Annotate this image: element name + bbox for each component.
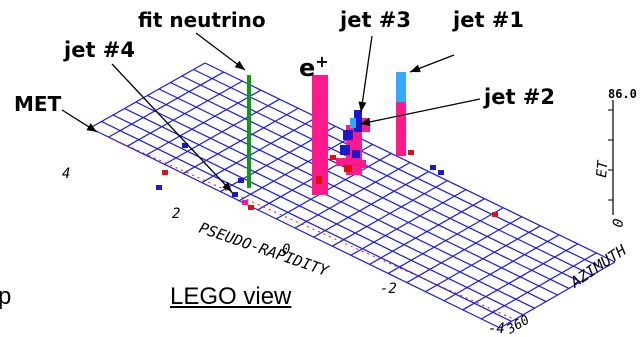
- hit-cell: [242, 200, 248, 205]
- eta-tick-0: 0: [282, 242, 290, 258]
- hit-cell: [162, 170, 168, 175]
- hit-cell: [408, 150, 414, 155]
- positron-base: e: [299, 54, 316, 82]
- cluster-cell: [336, 158, 346, 166]
- positron-sup: +: [315, 52, 329, 71]
- jet2-arrow-head: [360, 118, 371, 126]
- jet3-tower-top: [354, 110, 362, 132]
- positron-tower: [312, 75, 328, 195]
- azimuth-tick-0: 0: [610, 218, 627, 229]
- grid-line-azimuth: [124, 107, 535, 309]
- grid-line-azimuth: [112, 114, 524, 316]
- grid-line-azimuth: [158, 88, 570, 289]
- positron-label: e+: [299, 52, 329, 82]
- hit-cell: [182, 143, 188, 148]
- jet2-arrow: [359, 98, 481, 125]
- hit-cell: [232, 192, 238, 197]
- jet1-arrow-head: [410, 64, 421, 73]
- hit-cell: [492, 212, 498, 217]
- fit-neutrino-arrow-head: [234, 60, 245, 70]
- jet2-tower-had: [350, 118, 356, 128]
- lego-view-title: LEGO view: [170, 283, 292, 310]
- hit-cell: [238, 178, 244, 183]
- jet4-arrow-head: [222, 181, 232, 192]
- et-max-label: 86.0: [608, 87, 637, 101]
- eta-tick-4: 4: [62, 166, 70, 182]
- eta-tick-neg4: -4: [488, 321, 505, 337]
- fit-neutrino-label: fit neutrino: [138, 8, 266, 32]
- hit-cell: [430, 165, 436, 170]
- jet4-label: jet #4: [64, 38, 135, 62]
- annotation-arrows: [61, 32, 481, 193]
- left-text-fragment: p: [0, 283, 12, 310]
- energy-towers: [156, 72, 498, 217]
- hit-cell: [330, 155, 336, 160]
- grid-line-azimuth: [101, 120, 512, 322]
- met-label: MET: [14, 92, 62, 116]
- met-arrow-head: [86, 123, 97, 132]
- grid-line-azimuth: [204, 62, 616, 263]
- jet3-label: jet #3: [340, 8, 411, 32]
- grid-line-azimuth: [89, 127, 501, 329]
- cluster-cell: [343, 130, 353, 140]
- jet4-arrow: [111, 63, 233, 193]
- hit-cell: [438, 170, 444, 175]
- azimuth-tick-360: 360: [504, 313, 533, 337]
- jet1-tower-em: [396, 102, 406, 156]
- et-axis-label: ET: [594, 159, 612, 179]
- lego-grid: [89, 62, 616, 329]
- hit-cell: [248, 205, 254, 210]
- jet1-label: jet #1: [453, 8, 524, 32]
- jet3-arrow-head: [358, 101, 367, 112]
- cluster-cell: [340, 145, 350, 155]
- jet1-tower-had: [396, 72, 406, 102]
- eta-tick-neg2: -2: [380, 281, 397, 297]
- azimuth-axis-label: AZIMUTH: [566, 241, 630, 292]
- cluster-cell: [358, 160, 366, 168]
- positron-base-hit: [316, 176, 322, 184]
- hit-cell: [156, 185, 162, 190]
- grid-line-azimuth: [147, 94, 558, 296]
- grid-line-azimuth: [193, 68, 604, 270]
- eta-tick-2: 2: [172, 206, 180, 222]
- pseudo-rapidity-axis-label: PSEUDO-RAPIDITY: [197, 219, 332, 280]
- grid-line-azimuth: [135, 101, 547, 303]
- cluster-cell: [344, 165, 352, 172]
- jet3-arrow: [360, 35, 373, 113]
- grid-line-azimuth: [170, 81, 581, 283]
- cluster-cell: [352, 150, 360, 158]
- fit-neutrino-arrow: [195, 32, 246, 71]
- jet2-label: jet #2: [484, 85, 555, 109]
